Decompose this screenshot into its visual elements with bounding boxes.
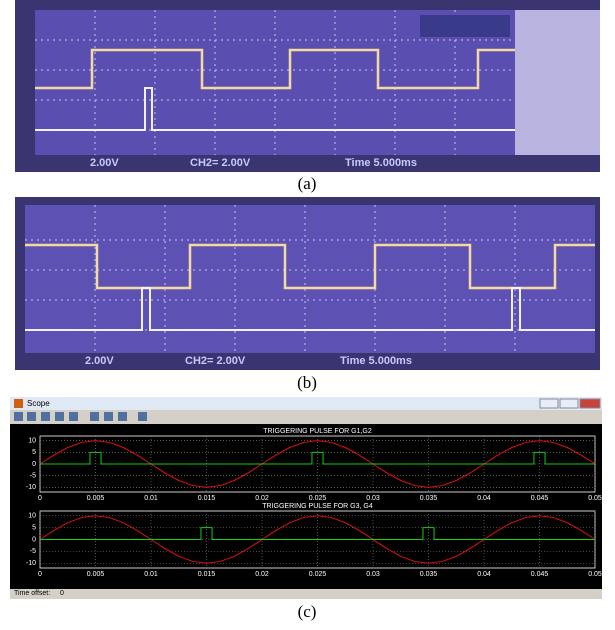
zoom-button[interactable] bbox=[41, 412, 50, 421]
close-button[interactable] bbox=[579, 398, 601, 409]
x-tick-label: 0.025 bbox=[309, 495, 327, 502]
readout: Time 5.000ms bbox=[345, 157, 417, 169]
y-tick-label: 10 bbox=[28, 438, 36, 445]
print-button[interactable] bbox=[14, 412, 23, 421]
time-offset-label: Time offset: bbox=[14, 590, 50, 597]
x-tick-label: 0.03 bbox=[366, 495, 380, 502]
y-tick-label: -10 bbox=[26, 560, 36, 567]
params-button[interactable] bbox=[27, 412, 36, 421]
x-tick-label: 0.035 bbox=[420, 571, 438, 578]
float-button[interactable] bbox=[138, 412, 147, 421]
x-tick-label: 0.005 bbox=[87, 571, 105, 578]
plot-title: TRIGGERING PULSE FOR G1,G2 bbox=[263, 428, 372, 435]
zoom-x-button[interactable] bbox=[55, 412, 64, 421]
x-tick-label: 0.045 bbox=[531, 571, 549, 578]
x-tick-label: 0.03 bbox=[366, 571, 380, 578]
toolbar bbox=[14, 412, 147, 421]
readout: CH2= 2.00V bbox=[185, 355, 246, 367]
autoscale-button[interactable] bbox=[90, 412, 99, 421]
caption: (b) bbox=[297, 373, 317, 392]
x-tick-label: 0.025 bbox=[309, 571, 327, 578]
oscilloscope-a: 2.00V CH2= 2.00V Time 5.000ms bbox=[15, 0, 600, 172]
readout: 2.00V bbox=[85, 355, 114, 367]
series-line bbox=[39, 515, 596, 564]
x-tick-label: 0.05 bbox=[588, 571, 602, 578]
x-tick-label: 0.04 bbox=[477, 571, 491, 578]
zoom-y-button[interactable] bbox=[69, 412, 78, 421]
readout: Time 5.000ms bbox=[340, 355, 412, 367]
x-tick-label: 0.015 bbox=[198, 571, 216, 578]
x-tick-label: 0.015 bbox=[198, 495, 216, 502]
y-tick-label: 10 bbox=[28, 513, 36, 520]
oscilloscope-b: 2.00V CH2= 2.00V Time 5.000ms bbox=[15, 197, 600, 370]
y-tick-label: -5 bbox=[30, 548, 36, 555]
series-line bbox=[39, 440, 596, 488]
y-tick-label: 0 bbox=[32, 536, 36, 543]
x-tick-label: 0.045 bbox=[531, 495, 549, 502]
x-tick-label: 0.01 bbox=[144, 495, 158, 502]
window-title: Scope bbox=[27, 399, 50, 408]
x-tick-label: 0.05 bbox=[588, 495, 602, 502]
minimize-button[interactable] bbox=[539, 398, 559, 409]
series-line bbox=[40, 451, 595, 465]
save-axes-button[interactable] bbox=[104, 412, 113, 421]
caption: (a) bbox=[298, 174, 317, 193]
plot-title: TRIGGERING PULSE FOR G3, G4 bbox=[262, 503, 373, 510]
restore-axes-button[interactable] bbox=[118, 412, 127, 421]
x-tick-label: 0.02 bbox=[255, 495, 269, 502]
y-tick-label: -10 bbox=[26, 484, 36, 491]
x-tick-label: 0 bbox=[38, 495, 42, 502]
time-offset-value: 0 bbox=[60, 590, 64, 597]
y-tick-label: 5 bbox=[32, 449, 36, 456]
y-tick-label: 0 bbox=[32, 461, 36, 468]
x-tick-label: 0.005 bbox=[87, 495, 105, 502]
readout: 2.00V bbox=[90, 157, 119, 169]
x-tick-label: 0.02 bbox=[255, 571, 269, 578]
x-tick-label: 0.01 bbox=[144, 571, 158, 578]
x-tick-label: 0.035 bbox=[420, 495, 438, 502]
x-tick-label: 0.04 bbox=[477, 495, 491, 502]
y-tick-label: 5 bbox=[32, 524, 36, 531]
x-tick-label: 0 bbox=[38, 571, 42, 578]
y-tick-label: -5 bbox=[30, 473, 36, 480]
maximize-button[interactable] bbox=[559, 398, 579, 409]
caption: (c) bbox=[298, 602, 317, 621]
series-line bbox=[40, 527, 595, 540]
readout: CH2= 2.00V bbox=[190, 157, 251, 169]
